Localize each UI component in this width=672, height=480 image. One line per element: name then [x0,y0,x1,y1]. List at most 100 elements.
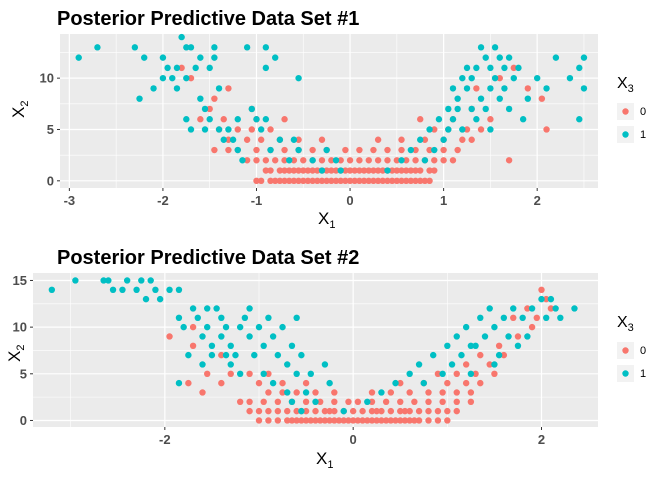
data-point-x3-0 [397,379,404,387]
data-point-x3-1 [284,389,291,396]
data-point-x3-0 [491,370,498,377]
data-point-x3-1 [491,361,498,368]
data-point-x3-0 [426,146,433,154]
data-point-x3-0 [514,333,522,340]
data-point-x3-1 [187,44,195,51]
data-point-x3-0 [477,351,484,359]
data-point-x3-1 [199,333,206,340]
data-point-x3-0 [463,126,471,133]
data-point-x3-0 [453,389,460,396]
data-point-x3-0 [364,417,371,424]
data-point-x3-1 [234,146,241,154]
data-point-x3-1 [298,407,305,415]
data-point-x3-0 [236,398,244,405]
data-point-x3-1 [576,64,583,72]
data-point-x3-1 [439,370,446,377]
data-point-x3-1 [487,126,494,133]
data-point-x3-1 [213,305,220,312]
data-point-x3-1 [435,116,443,123]
data-point-x3-0 [426,177,433,185]
data-point-x3-1 [208,342,216,349]
data-point-x3-1 [510,74,517,82]
data-point-x3-0 [393,167,401,174]
data-point-x3-0 [406,389,413,396]
data-point-x3-0 [281,157,288,164]
y-axis-label-1: X2 [9,101,31,118]
data-point-x3-1 [262,116,270,123]
data-point-x3-0 [260,398,267,405]
data-point-x3-0 [302,398,310,405]
data-point-x3-0 [206,105,213,113]
data-point-x3-1 [477,44,485,51]
data-point-x3-1 [533,74,541,82]
data-point-x3-0 [505,157,513,164]
data-point-x3-1 [552,305,559,312]
data-point-x3-0 [472,370,479,377]
data-point-x3-0 [398,167,405,174]
data-point-x3-1 [152,286,159,293]
data-point-x3-0 [495,342,503,349]
data-point-x3-0 [218,379,225,387]
data-point-x3-0 [439,389,446,396]
y-axis-ticks-1: 0 5 10 [40,71,60,188]
data-point-x3-0 [397,417,404,424]
data-point-x3-1 [218,333,225,340]
data-point-x3-0 [246,370,253,377]
data-point-x3-1 [448,361,456,368]
data-point-x3-0 [302,407,310,415]
data-point-x3-1 [491,323,498,331]
data-point-x3-0 [328,167,335,174]
data-point-x3-1 [236,323,244,331]
data-point-x3-1 [272,54,279,61]
data-point-x3-1 [309,157,316,164]
data-point-x3-0 [417,167,424,174]
data-point-x3-1 [133,286,140,293]
data-point-x3-1 [248,105,256,113]
data-point-x3-0 [440,157,447,164]
data-point-x3-1 [495,351,503,359]
data-point-x3-0 [398,136,405,143]
data-point-x3-1 [519,116,527,123]
data-point-x3-0 [462,361,470,368]
data-point-x3-0 [349,417,357,424]
data-point-x3-0 [211,146,218,154]
legend-2: X3 0 1 [617,314,646,382]
data-point-x3-0 [415,407,423,415]
data-point-x3-0 [431,167,438,174]
data-point-x3-0 [342,167,349,174]
data-points-1 [75,33,588,185]
legend-label-0-1: 0 [640,106,646,118]
data-point-x3-1 [295,146,302,154]
data-point-x3-0 [538,286,545,293]
data-point-x3-0 [374,177,382,185]
data-point-x3-0 [295,167,302,174]
data-point-x3-1 [288,398,296,405]
data-point-x3-0 [384,157,391,164]
data-point-x3-0 [312,417,319,424]
data-point-x3-0 [267,126,274,133]
data-point-x3-0 [368,407,376,415]
data-point-x3-0 [543,295,550,303]
data-point-x3-0 [253,146,260,154]
data-point-x3-0 [340,417,347,424]
data-point-x3-1 [169,74,176,82]
data-point-x3-1 [332,157,340,164]
data-point-x3-0 [360,177,368,185]
data-point-x3-0 [318,177,326,185]
data-point-x3-1 [431,146,438,154]
data-point-x3-0 [417,116,424,123]
data-point-x3-1 [159,74,167,82]
data-point-x3-1 [298,351,305,359]
data-point-x3-0 [473,85,480,92]
data-point-x3-0 [284,417,291,424]
data-point-x3-0 [412,177,419,185]
data-point-x3-1 [246,305,253,312]
data-point-x3-1 [392,379,399,387]
data-point-x3-0 [331,407,338,415]
data-point-x3-0 [166,333,173,340]
data-point-x3-1 [543,85,550,92]
data-point-x3-0 [368,398,376,405]
data-point-x3-0 [398,146,405,154]
data-point-x3-1 [175,314,183,321]
data-point-x3-1 [477,314,484,321]
